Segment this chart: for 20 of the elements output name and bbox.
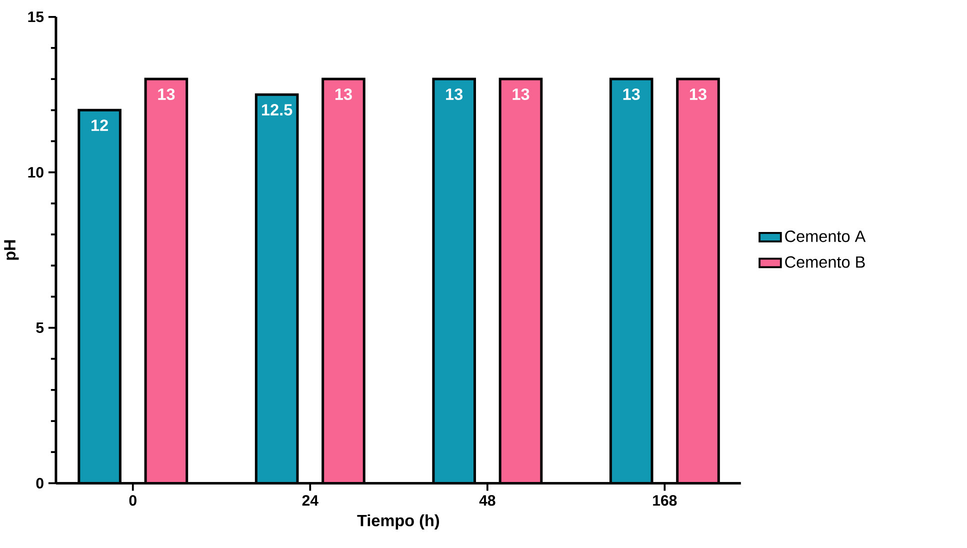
- y-tick-label: 10: [28, 167, 44, 178]
- legend-label: Cemento A: [785, 230, 866, 242]
- data-label: 13: [512, 88, 530, 100]
- data-label: 13: [335, 88, 352, 100]
- data-label: 13: [446, 88, 463, 100]
- x-tick-label: 168: [653, 495, 677, 506]
- y-tick-label: 5: [36, 322, 44, 334]
- x-axis-title: Tiempo (h): [357, 514, 440, 530]
- data-label: 13: [690, 88, 706, 100]
- legend-label: Cemento B: [785, 256, 865, 268]
- x-tick-label: 48: [479, 495, 496, 506]
- data-label: 12: [92, 120, 108, 131]
- data-label: 13: [623, 88, 640, 100]
- y-tick-label: 0: [36, 478, 44, 489]
- y-axis-title: pH: [4, 240, 19, 260]
- x-tick-label: 24: [302, 495, 318, 506]
- x-tick-label: 0: [129, 495, 136, 506]
- data-label: 13: [158, 88, 175, 100]
- y-tick-label: 15: [28, 12, 44, 22]
- data-label: 12.5: [262, 104, 292, 116]
